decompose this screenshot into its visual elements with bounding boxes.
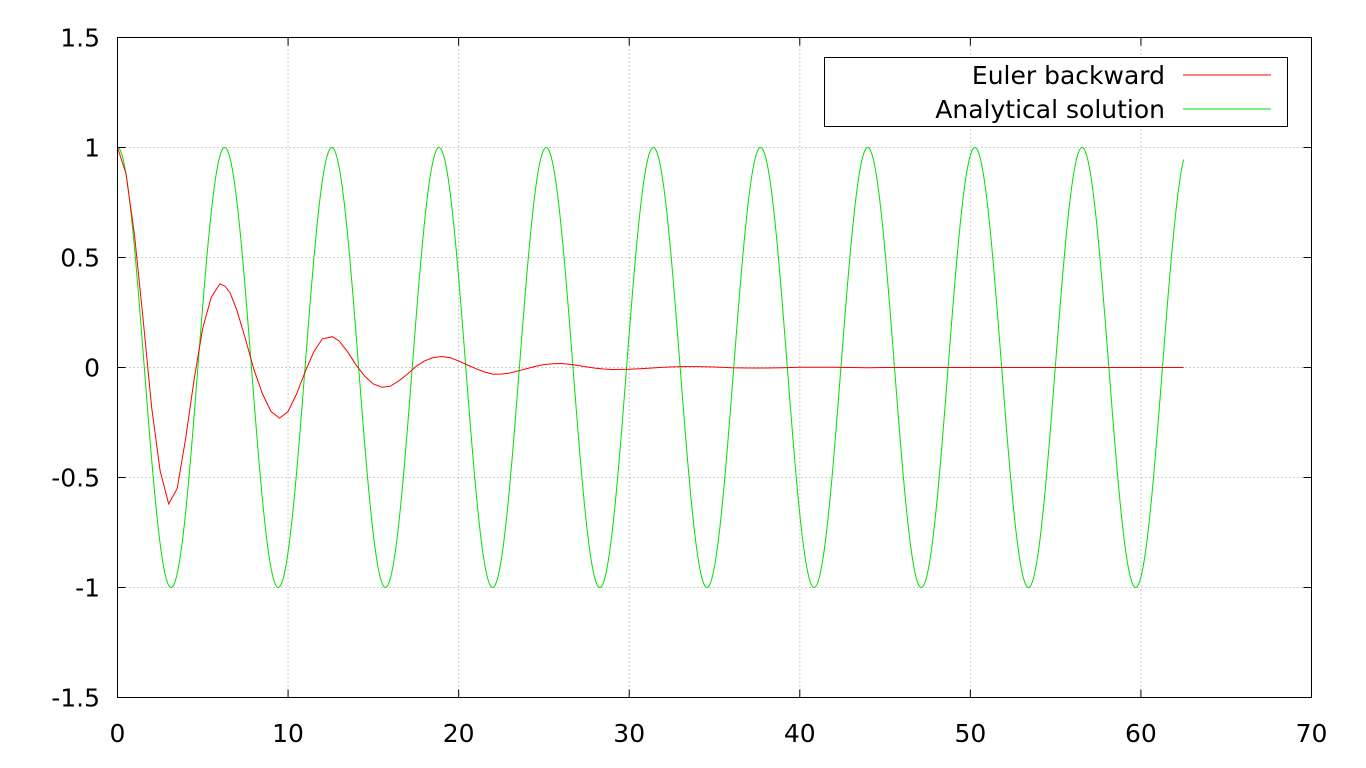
series-line-euler-backward xyxy=(117,147,1184,506)
x-tick-label: 20 xyxy=(443,719,475,748)
legend: Euler backward Analytical solution xyxy=(824,57,1288,127)
y-tick-label: 0 xyxy=(84,354,100,383)
x-tick-label: 50 xyxy=(954,719,986,748)
series-group xyxy=(117,146,1185,589)
x-tick-label: 0 xyxy=(110,719,126,748)
x-tick-label: 60 xyxy=(1125,719,1157,748)
legend-label-analytical-solution: Analytical solution xyxy=(935,95,1165,124)
ticks: 0 10 20 30 40 50 60 70 -1.5 -1 -0.5 0 0.5 1 1.5 xyxy=(51,24,1327,749)
series-line-analytical-solution xyxy=(117,146,1185,589)
y-tick-label: -1.5 xyxy=(51,684,100,713)
legend-box xyxy=(824,57,1288,127)
legend-label-euler-backward: Euler backward xyxy=(972,61,1165,90)
x-tick-label: 40 xyxy=(784,719,816,748)
x-tick-label: 10 xyxy=(272,719,304,748)
x-tick-label: 30 xyxy=(613,719,645,748)
y-tick-label: 1.5 xyxy=(60,24,100,53)
y-tick-label: -1 xyxy=(75,574,100,603)
y-tick-label: 0.5 xyxy=(60,244,100,273)
y-tick-label: -0.5 xyxy=(51,464,100,493)
y-tick-label: 1 xyxy=(84,134,100,163)
x-tick-label: 70 xyxy=(1296,719,1328,748)
